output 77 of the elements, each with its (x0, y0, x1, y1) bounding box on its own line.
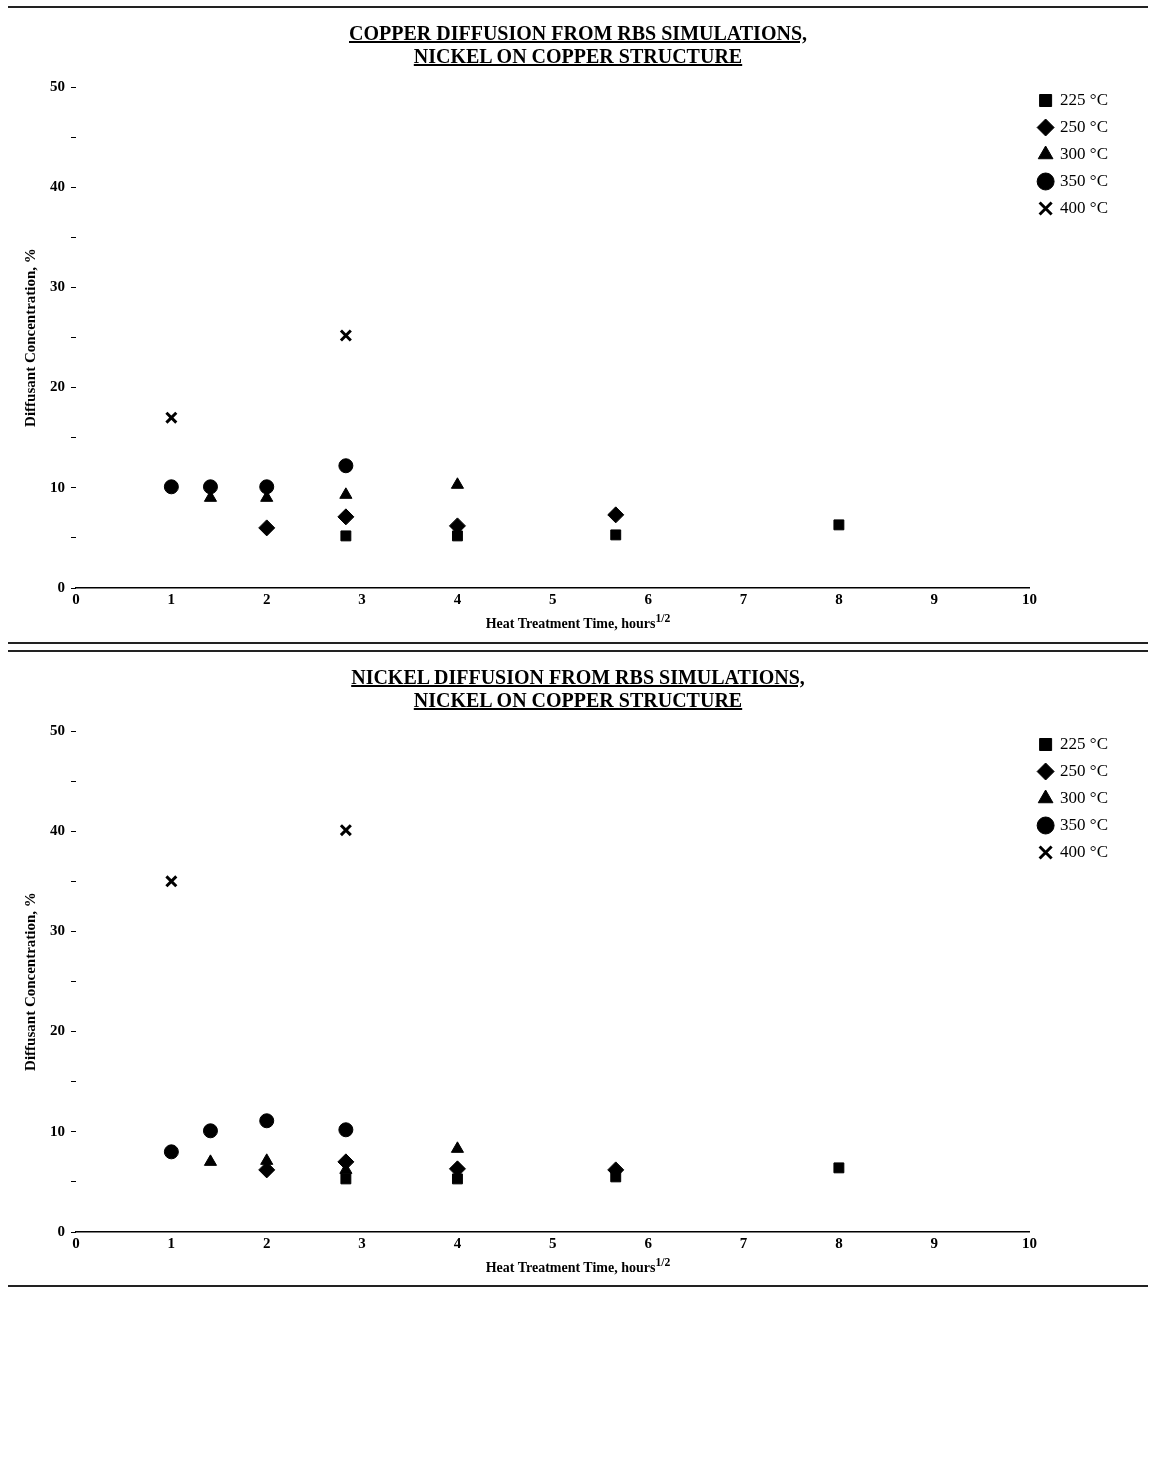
x-tick-label: 5 (549, 590, 557, 607)
x-axis-title: Heat Treatment Time, hours$^{1/2}$ (484, 612, 672, 632)
x-tick-label: 1 (167, 590, 176, 607)
point (450, 1140, 465, 1153)
x-tick-label: 7 (739, 590, 748, 607)
point (450, 477, 465, 489)
chart-title: NICKEL DIFFUSION FROM RBS SIMULATIONS, NICKEL ON COPPER STRUCTURE (350, 665, 806, 712)
point (452, 1173, 463, 1184)
x-tick-label: 9 (930, 1234, 938, 1251)
point (203, 1154, 218, 1166)
y-tick-label: 20 (50, 1022, 65, 1039)
y-tick-label: 50 (50, 77, 65, 94)
x-tick-label: 6 (644, 590, 653, 607)
y-tick-label: 20 (50, 378, 65, 395)
x-tick-label: 3 (358, 1234, 366, 1251)
x-tick-label: 4 (453, 1234, 462, 1251)
legend-label: 250 °C (1060, 760, 1108, 780)
y-tick-label: 0 (57, 1222, 65, 1239)
legend-label: 225 °C (1060, 733, 1108, 753)
point (164, 874, 178, 888)
y-tick-label: 30 (50, 278, 65, 295)
point (339, 487, 353, 499)
x-tick-label: 8 (835, 590, 843, 607)
x-tick-label: 3 (358, 590, 366, 607)
y-tick-label: 30 (50, 921, 65, 938)
legend-label: 225 °C (1060, 89, 1108, 109)
legend-label: 300 °C (1060, 143, 1108, 163)
x-tick-label: 7 (739, 1234, 748, 1251)
point (339, 823, 353, 837)
point (163, 1144, 179, 1159)
point (202, 1122, 218, 1138)
chart-title: COPPER DIFFUSION FROM RBS SIMULATIONS, NICKEL ON COPPER STRUCTURE (348, 22, 808, 68)
y-axis-title: Diffusant Concentration, % (21, 248, 38, 427)
y-tick-label: 10 (50, 478, 65, 495)
legend-label: 400 °C (1060, 197, 1108, 217)
point (340, 530, 352, 542)
point (259, 1112, 275, 1128)
x-tick-label: 0 (72, 590, 80, 607)
legend-label: 350 °C (1060, 170, 1108, 190)
y-tick-label: 40 (50, 178, 65, 195)
x-tick-label: 5 (549, 1234, 557, 1251)
x-tick-label: 2 (262, 1234, 271, 1251)
legend-label: 250 °C (1060, 116, 1108, 136)
point (452, 530, 463, 542)
point (833, 519, 845, 531)
point (833, 1162, 845, 1173)
y-tick-label: 50 (50, 721, 65, 738)
y-tick-label: 0 (57, 578, 65, 595)
x-tick-label: 10 (1022, 1234, 1038, 1251)
point (338, 1121, 354, 1137)
point (338, 458, 354, 474)
x-tick-label: 8 (835, 1234, 843, 1251)
x-tick-label: 9 (930, 590, 938, 607)
point (337, 508, 355, 526)
point (607, 506, 625, 524)
point (258, 519, 276, 537)
point (610, 1171, 622, 1182)
x-tick-label: 0 (72, 1234, 80, 1251)
x-tick-label: 6 (644, 1234, 653, 1251)
point (340, 1173, 352, 1184)
point (163, 479, 179, 495)
legend-label: 400 °C (1060, 841, 1108, 861)
x-tick-label: 2 (262, 590, 271, 607)
y-tick-label: 40 (50, 821, 65, 838)
point (339, 329, 353, 342)
x-tick-label: 10 (1022, 590, 1038, 607)
point (202, 479, 218, 495)
point (164, 411, 178, 425)
y-tick-label: 10 (50, 1122, 65, 1139)
point (259, 479, 275, 495)
point (610, 529, 622, 541)
legend-label: 300 °C (1060, 787, 1108, 807)
y-axis-title: Diffusant Concentration, % (21, 891, 38, 1071)
legend-label: 350 °C (1060, 814, 1108, 834)
x-tick-label: 1 (167, 1234, 176, 1251)
x-axis-title: Heat Treatment Time, hours$^{1/2}$ (484, 1255, 672, 1276)
x-tick-label: 4 (453, 590, 462, 607)
